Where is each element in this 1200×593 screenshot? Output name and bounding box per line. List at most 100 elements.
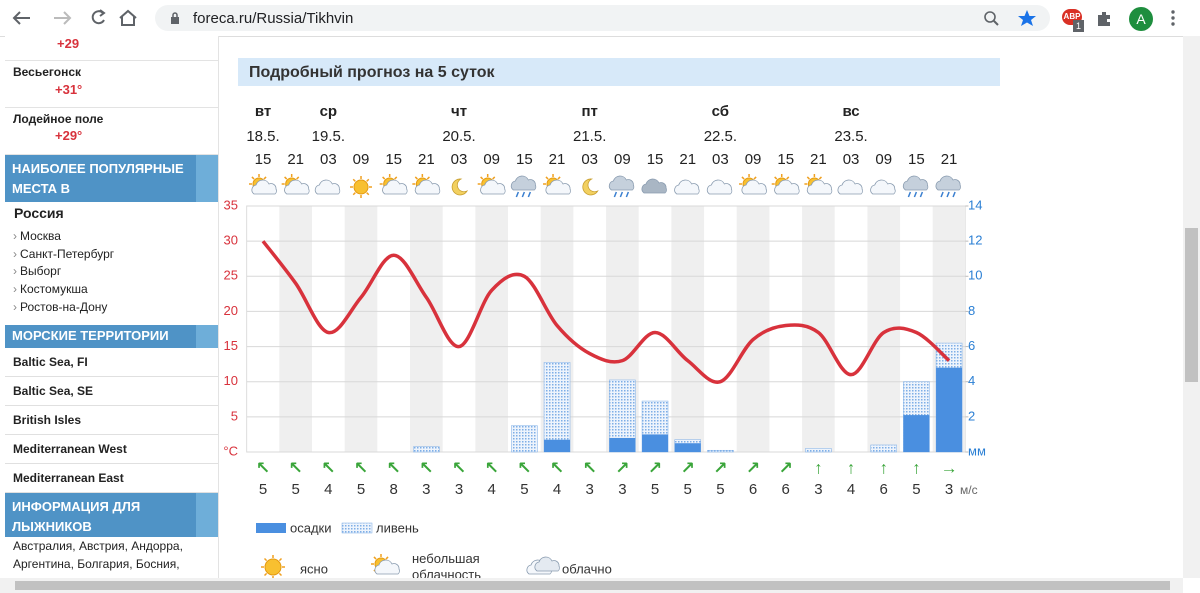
extensions-icon[interactable] <box>1095 9 1115 27</box>
sun-ray <box>373 556 377 560</box>
column-stripe <box>475 206 509 452</box>
toolbar-icons[interactable] <box>982 8 1042 28</box>
profile-avatar[interactable]: A <box>1129 7 1153 31</box>
city-temp: +29° <box>55 128 83 143</box>
hour: 21 <box>679 151 696 168</box>
sun <box>264 558 282 576</box>
shower-bar <box>805 448 832 453</box>
country: Россия <box>14 205 64 221</box>
hour: 15 <box>385 151 402 168</box>
wind-arrow: ↖ <box>583 458 597 477</box>
url[interactable]: foreca.ru/Russia/Tikhvin <box>193 10 354 27</box>
weather-icon <box>582 178 599 196</box>
bullet: › <box>13 229 17 243</box>
y2-tick-label: 10 <box>968 268 982 283</box>
sidebar-link[interactable]: › Выборг <box>13 264 61 278</box>
hour: 15 <box>908 151 925 168</box>
wind-speed: 5 <box>259 481 267 498</box>
sun <box>353 179 369 195</box>
wind-speed: 5 <box>651 481 659 498</box>
sidebar-link[interactable]: › Санкт-Петербург <box>13 247 114 261</box>
wind-arrow: ↗ <box>779 458 793 477</box>
wind-arrow: ↗ <box>648 458 662 477</box>
date: 21.5. <box>573 128 606 145</box>
column-stripe <box>736 206 770 452</box>
wind-arrow: ↖ <box>289 458 303 477</box>
city-row[interactable]: +29 <box>5 36 218 61</box>
link-text: Выборг <box>20 264 62 279</box>
cloud <box>480 179 506 195</box>
sun-ray <box>426 176 430 180</box>
cloud <box>641 178 667 194</box>
sidebar-link[interactable]: › Ростов-на-Дону <box>13 300 107 314</box>
cloud <box>545 179 571 195</box>
city-row[interactable]: Лодейное поле +29° <box>5 108 218 155</box>
h-scroll-thumb[interactable] <box>15 581 1170 590</box>
wind-speed: 4 <box>847 481 855 498</box>
v-scroll-thumb[interactable] <box>1185 228 1198 382</box>
sidebar-link[interactable]: › Москва <box>13 229 61 243</box>
section-header[interactable]: НАИБОЛЕЕ ПОПУЛЯРНЫЕ МЕСТА В <box>5 155 218 202</box>
sun-ray <box>352 192 356 196</box>
wind-arrow: ↖ <box>452 458 466 477</box>
wind-speed: 8 <box>390 481 398 498</box>
day-name: ср <box>320 103 338 120</box>
column-stripe <box>671 206 705 452</box>
wind-speed: 5 <box>357 481 365 498</box>
weather-icon <box>379 174 408 195</box>
hour: 21 <box>549 151 566 168</box>
sun-ray <box>545 176 549 180</box>
y2-tick-label: 12 <box>968 233 982 248</box>
rain-drop <box>625 191 630 198</box>
sea-link[interactable]: Baltic Sea, FI <box>5 348 218 377</box>
day-name: пт <box>581 103 597 120</box>
wind-arrow: ↖ <box>485 458 499 477</box>
y2-tick-label: 14 <box>968 197 982 212</box>
weather-icon <box>249 174 277 195</box>
section-header[interactable]: МОРСКИЕ ТЕРРИТОРИИ <box>5 325 218 348</box>
day-name: чт <box>451 103 467 120</box>
header-icon <box>196 493 218 537</box>
wind-arrow: ↖ <box>354 458 368 477</box>
lock-icon <box>171 12 179 24</box>
bullet: › <box>13 299 17 314</box>
hour: 03 <box>581 151 598 168</box>
sea-link[interactable]: Mediterranean West <box>5 435 218 464</box>
y2-tick-label: 2 <box>968 408 975 423</box>
cloud <box>534 556 560 572</box>
weather-icon <box>837 179 863 195</box>
wind-speed: 6 <box>749 481 757 498</box>
wind-arrow: ↑ <box>879 458 888 477</box>
y-tick-label: 10 <box>224 373 238 388</box>
sea-link[interactable]: British Isles <box>5 406 218 435</box>
sun-ray <box>263 557 268 562</box>
section-header[interactable]: ИНФОРМАЦИЯ ДЛЯ ЛЫЖНИКОВ <box>5 493 218 537</box>
legend-label: осадки <box>290 520 332 535</box>
sea-link[interactable]: Baltic Sea, SE <box>5 377 218 406</box>
sidebar-link[interactable]: › Костомукша <box>13 282 88 296</box>
sun-ray <box>278 572 283 577</box>
address-bar[interactable] <box>155 5 1050 31</box>
sun-ray <box>278 557 283 562</box>
wind-arrow: ↑ <box>912 458 921 477</box>
weather-icon <box>281 174 310 195</box>
y-tick-label: 35 <box>224 197 238 212</box>
symbol-label: ясно <box>300 561 328 576</box>
nav-buttons[interactable] <box>0 0 150 36</box>
precip-bar <box>903 415 930 452</box>
menu-icon[interactable] <box>1168 9 1178 27</box>
wind-speed: 5 <box>716 481 724 498</box>
sun-ray <box>296 176 300 180</box>
wind-arrow: ↑ <box>847 458 856 477</box>
title-bar <box>238 58 1000 86</box>
y2-tick-label: 8 <box>968 303 975 318</box>
city-row[interactable]: Весьегонск +31° <box>5 60 218 108</box>
precip-bar <box>609 437 636 452</box>
wind-arrow: ↗ <box>615 458 629 477</box>
sea-link[interactable]: Mediterranean East <box>5 464 218 493</box>
shower-bar <box>511 425 538 453</box>
cloud <box>902 175 929 191</box>
weather-icon <box>543 174 571 195</box>
wind-speed: 3 <box>455 481 463 498</box>
sun-ray <box>818 176 822 180</box>
